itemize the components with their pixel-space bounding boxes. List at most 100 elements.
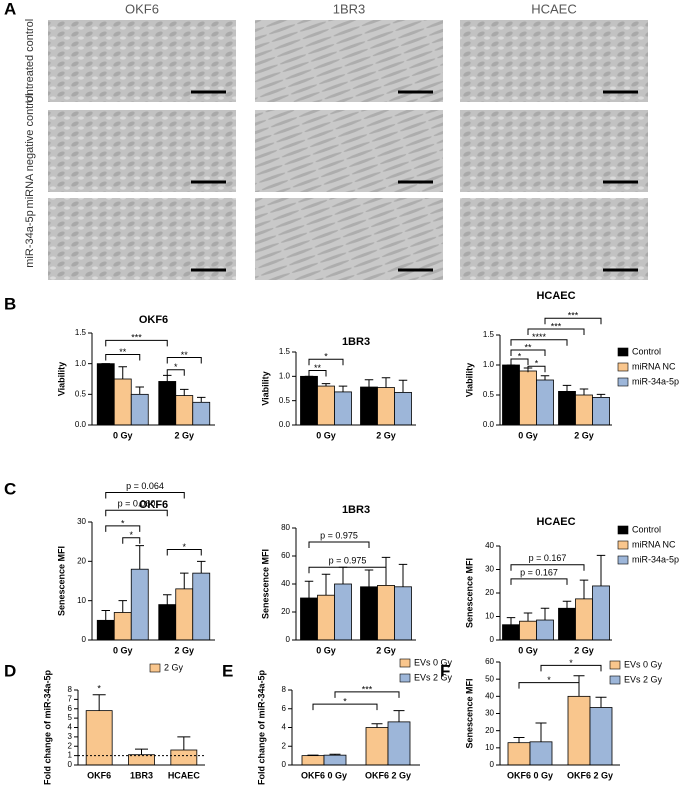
- bar: [334, 583, 352, 641]
- y-axis-label: Senescence MFI: [260, 549, 270, 619]
- chart-title: OKF6: [139, 499, 168, 511]
- micrograph: [48, 110, 236, 192]
- error-bar: [101, 610, 110, 621]
- significance-label: **: [314, 363, 322, 373]
- significance-bracket: [105, 509, 168, 517]
- y-tick-label: 8: [68, 685, 73, 694]
- error-bar: [381, 377, 391, 388]
- legend-swatch: [399, 658, 411, 668]
- y-tick-label: 1: [68, 751, 73, 760]
- bar: [360, 586, 378, 641]
- y-tick-label: 0.5: [75, 389, 87, 398]
- error-bar: [579, 388, 589, 395]
- y-tick-label: 4: [68, 723, 73, 732]
- legend-swatch: [617, 555, 629, 565]
- y-tick-label: 60: [485, 657, 494, 666]
- x-tick-label: OKF6 0 Gy: [507, 770, 553, 780]
- significance-bracket: [527, 365, 546, 373]
- significance-bracket: [166, 549, 202, 556]
- y-tick-label: 50: [485, 674, 494, 683]
- bar: [113, 612, 132, 641]
- y-axis-label: Fold change of miR-34a-5p: [42, 669, 52, 785]
- legend-label: Control: [632, 524, 661, 534]
- bar: [175, 395, 194, 426]
- legend-label: EVs 0 Gy: [624, 659, 663, 669]
- significance-bracket: [510, 564, 585, 571]
- error-bar: [398, 379, 408, 393]
- significance-label: *: [518, 351, 522, 361]
- row-label: Untreated control: [24, 19, 36, 103]
- micrograph: [460, 20, 648, 102]
- significance-label: *: [324, 352, 328, 362]
- significance-label: ***: [362, 684, 373, 694]
- y-tick-label: 30: [485, 565, 494, 574]
- x-tick-label: OKF6 2 Gy: [365, 770, 411, 780]
- y-axis-label: Senescence MFI: [56, 546, 66, 616]
- significance-label: *: [569, 658, 573, 668]
- bar: [394, 391, 412, 426]
- legend-label: EVs 2 Gy: [624, 674, 663, 684]
- legend-label: miR-34a-5p: [632, 376, 679, 386]
- error-bar: [329, 753, 341, 756]
- y-tick-label: 0.5: [279, 396, 291, 405]
- bar: [192, 572, 211, 641]
- y-tick-label: 2: [68, 741, 73, 750]
- y-tick-label: 5: [68, 713, 73, 722]
- bar: [365, 727, 389, 766]
- significance-label: p = 0.064: [126, 481, 164, 491]
- significance-label: ****: [532, 332, 547, 342]
- bar: [113, 378, 132, 426]
- significance-label: *: [129, 530, 133, 540]
- significance-bracket: [308, 541, 370, 548]
- bar: [387, 721, 411, 766]
- y-tick-label: 6: [282, 704, 287, 713]
- bar: [158, 604, 177, 641]
- error-bar: [135, 748, 148, 755]
- bar: [96, 363, 115, 426]
- x-tick-label: 0 Gy: [316, 430, 336, 440]
- error-bar: [135, 545, 144, 570]
- bar: [507, 742, 531, 766]
- error-bar: [523, 612, 533, 622]
- y-tick-label: 20: [485, 588, 494, 597]
- error-bar: [579, 579, 589, 599]
- y-axis-label: Fold change of miR-34a-5p: [256, 669, 266, 785]
- x-tick-label: 0 Gy: [113, 645, 133, 655]
- significance-bracket: [510, 358, 529, 365]
- micrograph: [460, 198, 648, 280]
- bar: [575, 598, 593, 641]
- micrograph: [255, 110, 443, 192]
- error-bar: [118, 366, 127, 379]
- x-tick-label: 0 Gy: [518, 430, 538, 440]
- error-bar: [197, 560, 206, 574]
- bar: [130, 568, 149, 641]
- legend-label: Control: [632, 346, 661, 356]
- y-tick-label: 30: [77, 517, 86, 526]
- y-tick-label: 8: [282, 685, 287, 694]
- bar: [558, 390, 576, 426]
- error-bar: [163, 594, 172, 605]
- x-tick-label: 2 Gy: [574, 430, 594, 440]
- y-tick-label: 0: [82, 635, 87, 644]
- bar: [175, 588, 194, 641]
- significance-label: *: [182, 542, 186, 552]
- bar: [85, 710, 113, 766]
- y-tick-label: 60: [281, 551, 290, 560]
- error-bar: [304, 580, 314, 598]
- chart-title: 1BR3: [342, 504, 370, 516]
- legend-label: miRNA NC: [632, 539, 676, 549]
- y-tick-label: 0: [68, 760, 73, 769]
- significance-bracket: [308, 369, 327, 377]
- y-tick-label: 4: [282, 723, 287, 732]
- error-bar: [562, 600, 572, 609]
- y-tick-label: 20: [485, 726, 494, 735]
- bar: [575, 394, 593, 426]
- error-bar: [118, 600, 127, 613]
- y-tick-label: 7: [68, 694, 73, 703]
- error-bar: [364, 569, 374, 587]
- row-label: miRNA negative control: [24, 94, 36, 209]
- significance-label: **: [524, 342, 532, 352]
- y-tick-label: 0: [490, 760, 495, 769]
- panel-label: B: [4, 294, 16, 313]
- bar: [170, 749, 198, 766]
